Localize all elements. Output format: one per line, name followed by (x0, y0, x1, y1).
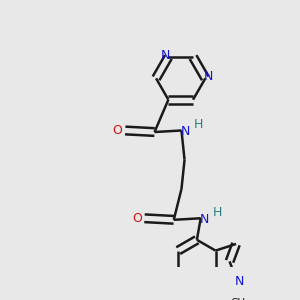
Text: CH₃: CH₃ (230, 298, 250, 300)
Text: O: O (132, 212, 142, 225)
Text: H: H (194, 118, 203, 131)
Text: N: N (200, 212, 209, 226)
Text: N: N (235, 274, 244, 288)
Text: N: N (204, 70, 213, 83)
Text: O: O (112, 124, 122, 137)
Text: N: N (160, 49, 170, 62)
Text: N: N (181, 125, 190, 138)
Text: H: H (213, 206, 222, 219)
